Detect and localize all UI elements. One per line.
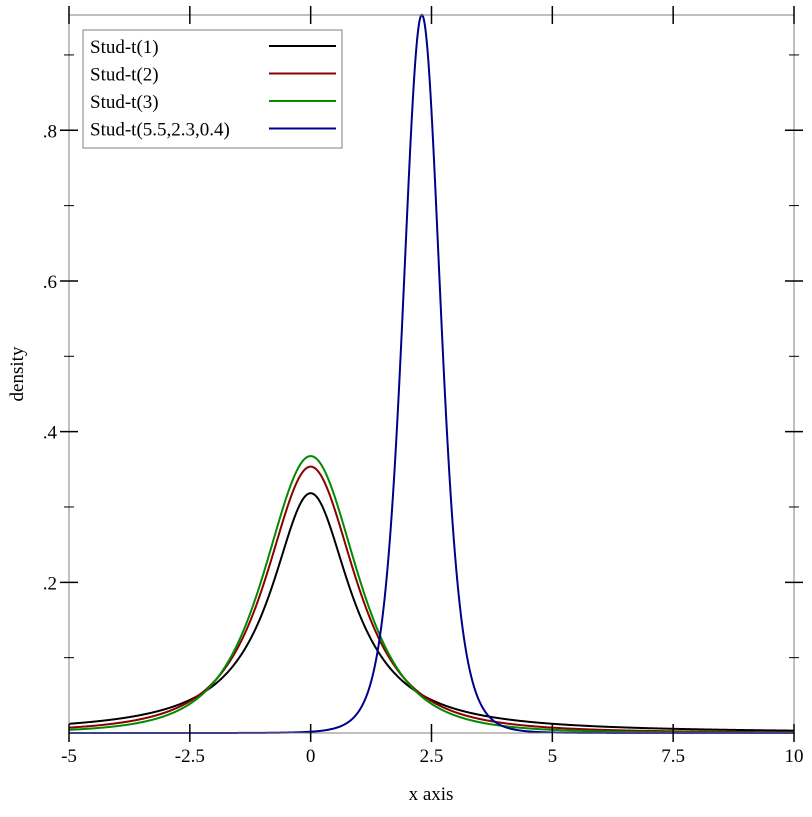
y-tick-label: .2 <box>43 573 57 594</box>
legend-label: Stud-t(5.5,2.3,0.4) <box>90 120 230 141</box>
y-tick-label: .8 <box>43 121 57 142</box>
legend-label: Stud-t(1) <box>90 37 159 58</box>
x-tick-label: 7.5 <box>661 746 685 767</box>
y-axis-label: density <box>7 346 28 401</box>
y-tick-label: .6 <box>43 272 57 293</box>
tick-labels: -5 -2.5 0 2.5 5 7.5 10 .2 .4 .6 .8 <box>43 121 804 767</box>
x-tick-label: 0 <box>306 746 316 767</box>
x-tick-label: -2.5 <box>175 746 205 767</box>
x-tick-label: 2.5 <box>420 746 444 767</box>
y-tick-label: .4 <box>43 423 58 444</box>
series-line-2 <box>68 465 794 734</box>
x-tick-label: -5 <box>61 746 77 767</box>
axis-ticks <box>60 6 803 742</box>
x-tick-label: 5 <box>548 746 558 767</box>
legend-label: Stud-t(2) <box>90 65 159 86</box>
x-tick-label: 10 <box>785 746 804 767</box>
legend: Stud-t(1) Stud-t(2) Stud-t(3) Stud-t(5.5,2.… <box>82 29 343 149</box>
series-line-3 <box>68 455 795 734</box>
legend-label: Stud-t(3) <box>90 92 159 113</box>
x-axis-label: x axis <box>409 784 454 805</box>
series-line-1 <box>68 492 795 732</box>
